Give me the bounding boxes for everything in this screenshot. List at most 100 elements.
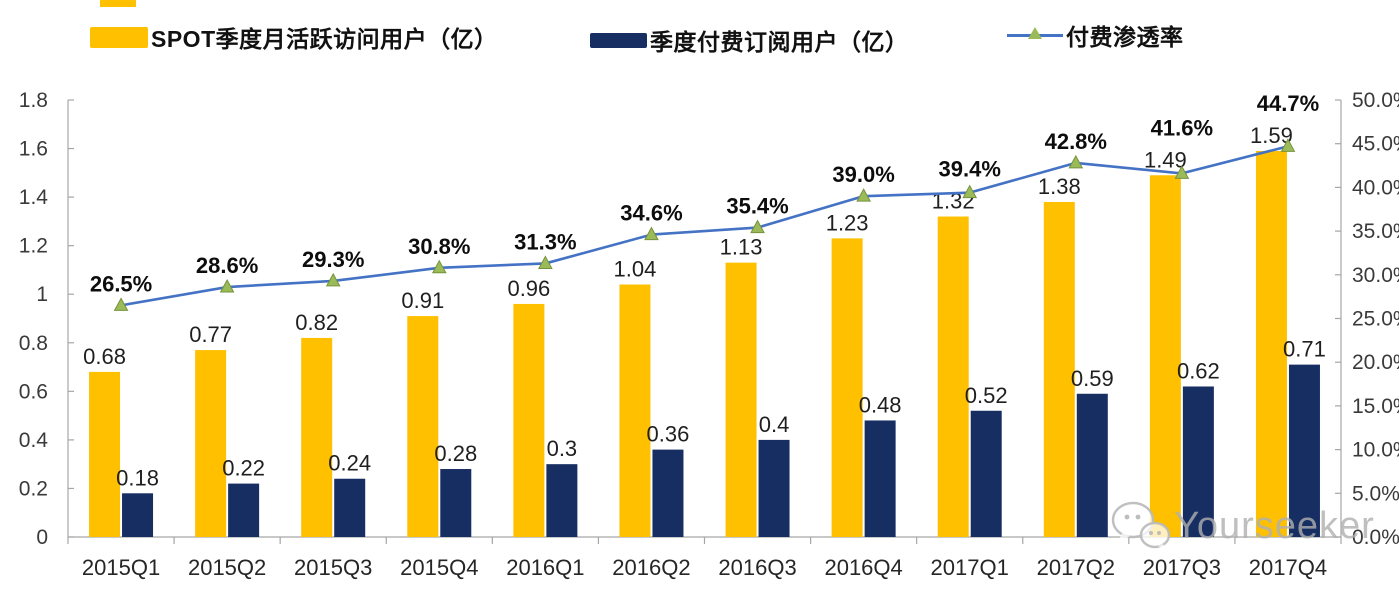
penetration-marker-triangle-icon [325,272,341,287]
x-axis-category-label: 2016Q4 [824,555,902,580]
penetration-value-label: 42.8% [1045,129,1107,154]
subs-bar [864,420,896,537]
penetration-value-label: 29.3% [302,247,364,272]
left-axis-tick-label: 1.4 [19,186,49,209]
right-axis-tick-label: 35.0% [1352,220,1399,243]
legend-item-penetration: 付费渗透率 [1007,18,1184,52]
mau-value-label: 1.04 [614,257,657,282]
subs-bar [334,478,366,537]
left-axis-tick-label: 0 [36,526,48,549]
left-axis-tick-label: 0.8 [19,332,48,355]
mau-value-label: 0.82 [295,310,338,335]
x-axis-category-label: 2017Q3 [1143,555,1221,580]
left-axis-tick-label: 0.2 [19,477,48,500]
left-axis-tick-label: 1.2 [19,235,48,258]
x-axis-category-label: 2015Q2 [188,555,266,580]
penetration-marker-triangle-icon [644,226,659,241]
mau-bar [407,316,439,537]
penetration-marker-triangle-icon [856,188,871,202]
left-axis-tick-label: 1 [36,283,48,306]
legend-label-mau: SPOT季度月活跃访问用户（亿） [151,26,498,52]
right-axis-tick-label: 45.0% [1352,133,1399,156]
penetration-value-label: 26.5% [90,271,152,296]
x-axis-category-label: 2015Q1 [82,555,160,580]
mau-bar [619,284,651,537]
penetration-marker-triangle-icon [962,184,978,199]
mau-value-label: 1.38 [1038,174,1081,199]
x-axis-category-label: 2016Q1 [506,555,584,580]
right-axis-tick-label: 5.0% [1352,482,1399,505]
penetration-value-label: 34.6% [620,201,682,226]
mau-value-label: 0.91 [401,288,444,313]
x-axis-category-label: 2016Q2 [612,555,690,580]
subs-bar [546,464,578,537]
subs-value-label: 0.4 [759,412,790,437]
right-axis-tick-label: 15.0% [1352,395,1399,418]
right-axis-tick-label: 30.0% [1352,264,1399,287]
x-axis-category-label: 2017Q2 [1037,555,1115,580]
mau-bar [301,337,333,537]
cropped-legend-fragment [100,0,136,7]
subs-bar [970,410,1002,537]
penetration-value-label: 30.8% [408,234,470,259]
penetration-line [120,145,1289,307]
subs-value-label: 0.24 [328,451,371,476]
right-axis-tick-label: 50.0% [1352,89,1399,112]
legend-item-mau: SPOT季度月活跃访问用户（亿） [90,20,498,54]
mau-bar [1255,150,1287,537]
penetration-marker-triangle-icon [431,259,447,274]
subs-bar [228,483,260,537]
penetration-value-label: 44.7% [1257,91,1319,116]
right-axis-tick-label: 20.0% [1352,351,1399,374]
x-axis-category-label: 2015Q4 [400,555,478,580]
subs-value-label: 0.52 [965,383,1008,408]
right-axis-tick-label: 40.0% [1352,176,1399,199]
left-axis-tick-label: 0.6 [19,380,48,403]
right-axis-tick-label: 0.0% [1352,526,1399,549]
mau-value-label: 0.68 [83,344,126,369]
subs-bar-swatch-icon [590,32,647,48]
penetration-value-label: 31.3% [514,229,576,254]
penetration-marker-triangle-icon [1280,138,1296,152]
mau-bar [1043,201,1075,537]
mau-bar [831,238,863,537]
mau-bar [1149,175,1181,537]
penetration-value-label: 28.6% [196,253,258,278]
penetration-marker-triangle-icon [750,219,765,234]
mau-bar-swatch-icon [90,26,148,48]
subs-bar [1182,386,1214,537]
x-axis-category-label: 2017Q4 [1249,555,1327,580]
mau-value-label: 1.23 [826,210,869,235]
subs-value-label: 0.48 [859,392,902,417]
x-axis-category-label: 2016Q3 [718,555,796,580]
subs-value-label: 0.28 [434,441,477,466]
left-axis-tick-label: 1.8 [19,89,48,112]
subs-bar [758,439,790,537]
mau-bar [89,371,121,537]
mau-bar [513,303,545,537]
penetration-marker-triangle-icon [1174,165,1190,179]
mau-bar [725,262,757,537]
subs-value-label: 0.36 [647,422,690,447]
subs-value-label: 0.3 [547,436,578,461]
right-axis-tick-label: 10.0% [1352,439,1399,462]
penetration-marker-triangle-icon [1068,154,1084,169]
subs-bar [122,493,154,537]
subs-bar [1288,364,1320,537]
subs-bar [1076,393,1108,537]
right-axis-tick-label: 25.0% [1352,308,1399,331]
legend-item-subs: 季度付费订阅用户（亿） [590,23,909,57]
penetration-value-label: 39.0% [832,162,894,187]
penetration-marker-triangle-icon [113,297,129,311]
subs-value-label: 0.62 [1177,358,1220,383]
subs-value-label: 0.22 [222,456,265,481]
subs-bar [440,469,472,537]
legend-label-subs: 季度付费订阅用户（亿） [650,29,909,55]
line-triangle-marker-icon [1007,24,1063,46]
x-axis-category-label: 2017Q1 [931,555,1009,580]
penetration-value-label: 41.6% [1151,115,1213,140]
mau-bar [937,216,969,538]
subs-bar [652,449,684,537]
